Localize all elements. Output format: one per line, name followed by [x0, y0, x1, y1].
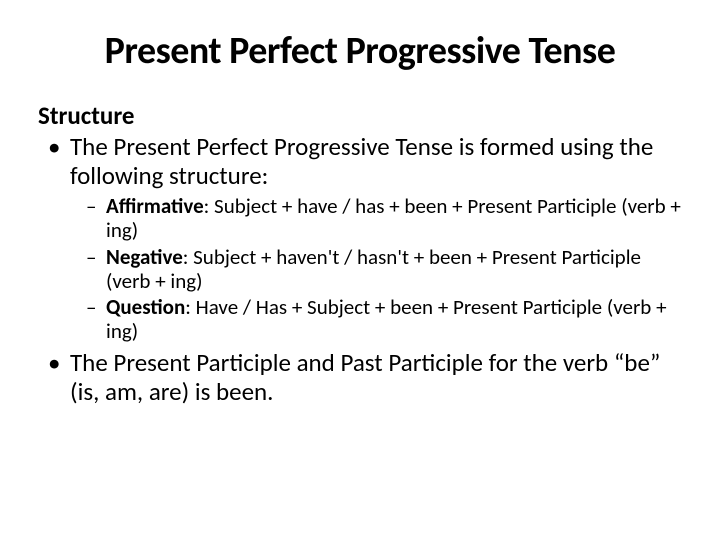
sub-bullet-group: Affirmative: Subject + have / has + been… — [38, 194, 682, 343]
sub-bullet-text: : Subject + haven't / hasn't + been + Pr… — [106, 244, 641, 294]
sub-bullet-affirmative: Affirmative: Subject + have / has + been… — [38, 194, 682, 242]
sub-bullet-label: Question — [106, 294, 185, 320]
sub-bullet-label: Negative — [106, 244, 183, 270]
sub-bullet-question: Question: Have / Has + Subject + been + … — [38, 295, 682, 343]
sub-bullet-text: : Have / Has + Subject + been + Present … — [106, 294, 667, 344]
slide-title: Present Perfect Progressive Tense — [38, 28, 682, 74]
sub-bullet-label: Affirmative — [106, 193, 204, 219]
sub-bullet-negative: Negative: Subject + haven't / hasn't + b… — [38, 245, 682, 293]
bullet-item-2: The Present Participle and Past Particip… — [38, 349, 682, 407]
bullet-item-1: The Present Perfect Progressive Tense is… — [38, 133, 682, 191]
section-heading: Structure — [38, 102, 682, 131]
